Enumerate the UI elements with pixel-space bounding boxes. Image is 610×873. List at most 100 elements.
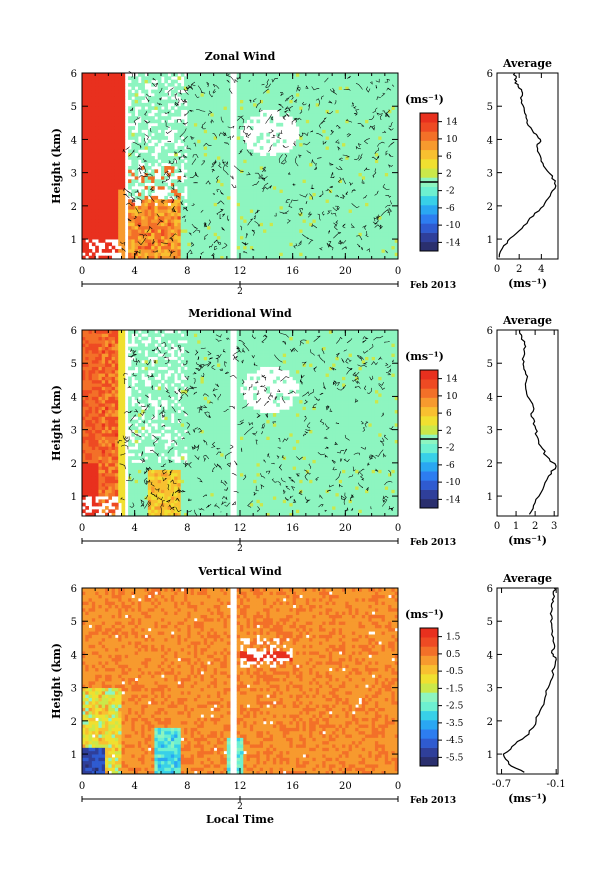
heatmap-cell: [253, 179, 257, 183]
heatmap-cell: [312, 103, 316, 107]
heatmap-cell: [135, 146, 139, 150]
heatmap-cell: [194, 116, 198, 120]
heatmap-cell: [250, 189, 254, 193]
heatmap-cell: [260, 232, 264, 236]
heatmap-cell: [329, 226, 333, 230]
heatmap-cell: [303, 120, 307, 124]
heatmap-cell: [112, 176, 116, 180]
heatmap-cell: [240, 196, 244, 200]
heatmap-cell: [296, 179, 300, 183]
heatmap-cell: [168, 232, 172, 236]
heatmap-cell: [177, 213, 181, 217]
heatmap-cell: [197, 226, 201, 230]
heatmap-cell: [145, 226, 149, 230]
heatmap-cell: [293, 83, 297, 87]
heatmap-cell: [339, 106, 343, 110]
heatmap-cell: [158, 249, 162, 253]
heatmap-cell: [164, 249, 168, 253]
heatmap-cell: [138, 126, 142, 130]
heatmap-cell: [214, 213, 218, 217]
heatmap-cell: [296, 209, 300, 213]
heatmap-cell: [270, 189, 274, 193]
heatmap-cell: [359, 116, 363, 120]
heatmap-cell: [326, 76, 330, 80]
heatmap-cell: [197, 196, 201, 200]
heatmap-cell: [177, 113, 181, 117]
heatmap-cell: [102, 163, 106, 167]
heatmap-cell: [217, 93, 221, 97]
heatmap-cell: [359, 173, 363, 177]
heatmap-cell: [118, 229, 122, 233]
heatmap-cell: [326, 133, 330, 137]
heatmap-cell: [164, 216, 168, 220]
heatmap-cell: [312, 73, 316, 77]
heatmap-cell: [332, 199, 336, 203]
heatmap-cell: [276, 93, 280, 97]
heatmap-cell: [207, 76, 211, 80]
heatmap-cell: [191, 106, 195, 110]
heatmap-cell: [286, 186, 290, 190]
heatmap-cell: [326, 156, 330, 160]
heatmap-cell: [98, 209, 102, 213]
heatmap-cell: [293, 173, 297, 177]
heatmap-cell: [375, 129, 379, 133]
heatmap-cell: [296, 159, 300, 163]
heatmap-cell: [217, 153, 221, 157]
heatmap-cell: [108, 80, 112, 84]
heatmap-cell: [89, 139, 93, 143]
heatmap-cell: [372, 120, 376, 124]
heatmap-cell: [385, 183, 389, 187]
heatmap-cell: [105, 153, 109, 157]
heatmap-cell: [102, 166, 106, 170]
heatmap-cell: [329, 203, 333, 207]
heatmap-cell: [385, 106, 389, 110]
heatmap-cell: [372, 103, 376, 107]
heatmap-cell: [296, 176, 300, 180]
heatmap-cell: [296, 80, 300, 84]
heatmap-cell: [280, 226, 284, 230]
heatmap-cell: [283, 209, 287, 213]
heatmap-cell: [214, 86, 218, 90]
heatmap-cell: [289, 189, 293, 193]
heatmap-cell: [276, 246, 280, 250]
heatmap-cell: [256, 179, 260, 183]
heatmap-cell: [220, 183, 224, 187]
heatmap-cell: [368, 129, 372, 133]
heatmap-cell: [161, 166, 165, 170]
heatmap-cell: [177, 110, 181, 114]
heatmap-cell: [204, 176, 208, 180]
heatmap-cell: [355, 203, 359, 207]
heatmap-cell: [382, 100, 386, 104]
heatmap-cell: [309, 236, 313, 240]
heatmap-cell: [345, 252, 349, 256]
heatmap-cell: [362, 203, 366, 207]
heatmap-cell: [293, 219, 297, 223]
heatmap-cell: [108, 166, 112, 170]
heatmap-cell: [372, 76, 376, 80]
heatmap-cell: [85, 232, 89, 236]
heatmap-cell: [368, 203, 372, 207]
heatmap-cell: [368, 222, 372, 226]
heatmap-cell: [181, 213, 185, 217]
heatmap-cell: [296, 139, 300, 143]
heatmap-cell: [266, 226, 270, 230]
heatmap-cell: [194, 90, 198, 94]
heatmap-cell: [382, 169, 386, 173]
heatmap-cell: [161, 209, 165, 213]
heatmap-cell: [118, 232, 122, 236]
heatmap-cell: [293, 76, 297, 80]
heatmap-cell: [342, 236, 346, 240]
heatmap-cell: [197, 222, 201, 226]
heatmap-cell: [375, 226, 379, 230]
heatmap-cell: [266, 249, 270, 253]
heatmap-cell: [339, 193, 343, 197]
heatmap-cell: [293, 146, 297, 150]
heatmap-cell: [122, 196, 126, 200]
heatmap-cell: [378, 246, 382, 250]
heatmap-cell: [224, 232, 228, 236]
heatmap-cell: [335, 239, 339, 243]
heatmap-cell: [365, 120, 369, 124]
heatmap-cell: [352, 176, 356, 180]
contour-line: [293, 141, 295, 146]
heatmap-cell: [299, 196, 303, 200]
